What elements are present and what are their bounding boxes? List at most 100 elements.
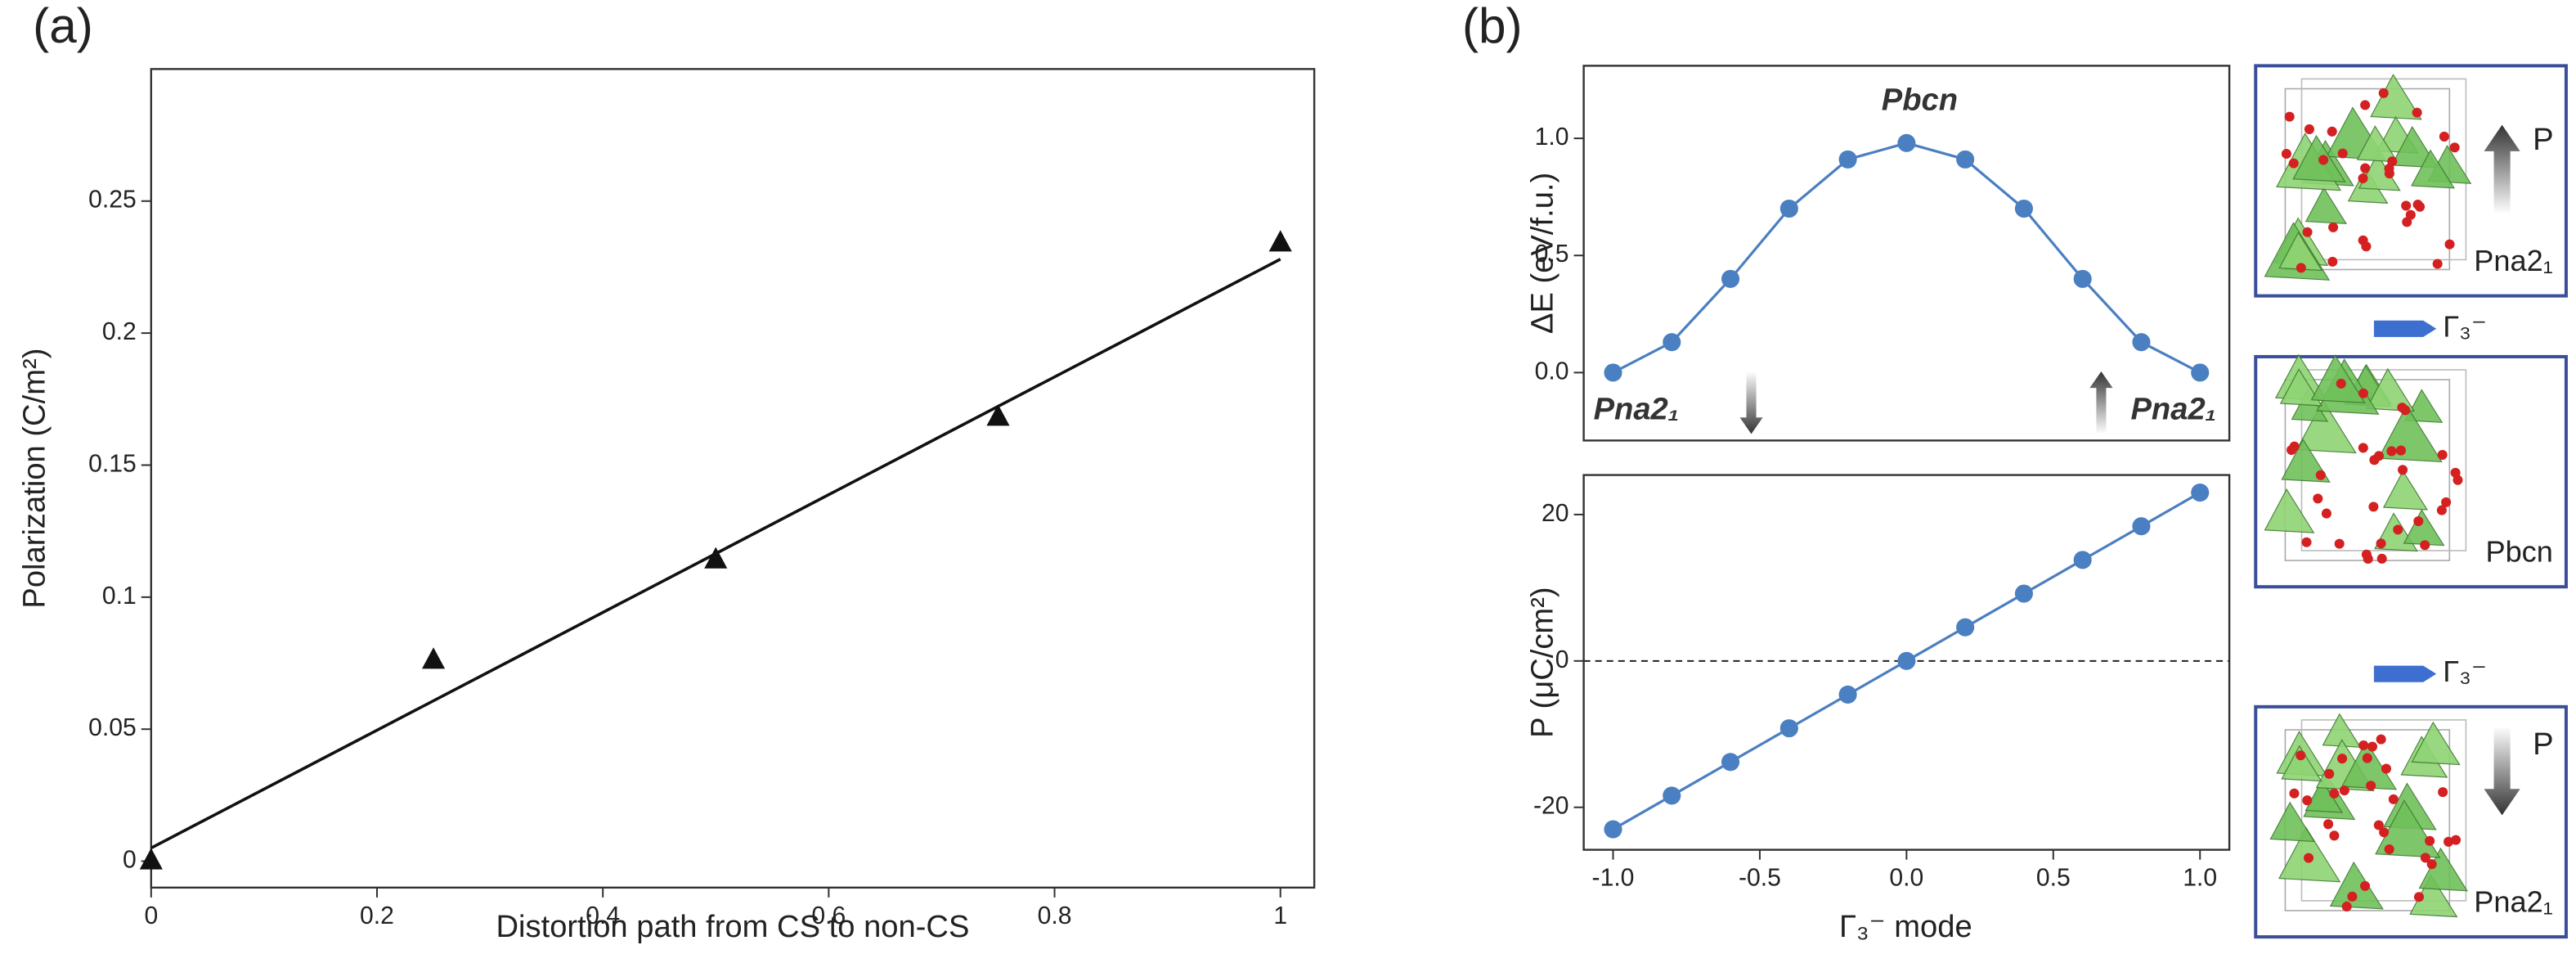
atom (2281, 148, 2291, 160)
atom (2296, 750, 2306, 761)
polyhedron (2281, 745, 2322, 782)
atom (2287, 445, 2297, 456)
transition-label: Γ₃⁻ (2443, 655, 2487, 688)
atom (2388, 794, 2399, 804)
point (1663, 333, 1681, 352)
arrow (1739, 371, 1763, 434)
atom (2284, 111, 2295, 122)
y-tick-label: 0.15 (88, 450, 137, 477)
atom (2339, 785, 2349, 796)
series-line (1612, 142, 2201, 374)
atom (2328, 222, 2339, 232)
atom (2413, 892, 2425, 902)
atom (2386, 446, 2397, 457)
atom (2347, 891, 2358, 902)
y-tick-label: 0.1 (102, 583, 137, 610)
x-tick-label: 0.2 (360, 902, 394, 929)
atom (2336, 378, 2346, 389)
polyhedron (2304, 187, 2348, 225)
atom (2318, 155, 2329, 165)
point (1721, 269, 1740, 288)
atom (2412, 199, 2423, 210)
point (2132, 517, 2151, 536)
atom (2337, 754, 2348, 764)
transition-arrow (2373, 665, 2437, 682)
atom (2323, 819, 2334, 830)
polyhedron (2296, 399, 2357, 454)
annotation: Pbcn (1882, 83, 1958, 118)
atom (2315, 470, 2326, 480)
x-tick-label: -1.0 (1592, 865, 1635, 892)
point (1956, 150, 1975, 169)
point (2191, 363, 2210, 382)
atom (2405, 209, 2416, 220)
atom (2324, 768, 2335, 779)
point (1838, 685, 1857, 704)
atom (2436, 505, 2447, 515)
atom (2378, 88, 2389, 98)
point (1663, 786, 1681, 805)
x-tick-label: 0.8 (1038, 902, 1072, 929)
triangle-marker (421, 647, 446, 669)
atom (2437, 449, 2448, 460)
point (1721, 753, 1740, 772)
atom (2441, 497, 2452, 507)
transition-arrow (2373, 320, 2437, 337)
atom (2401, 200, 2412, 211)
point (1838, 150, 1857, 169)
point (1956, 618, 1975, 637)
atom (2381, 763, 2391, 774)
polyhedron (2375, 799, 2441, 858)
atom (2367, 741, 2378, 752)
atom (2426, 859, 2437, 870)
atom (2302, 795, 2313, 806)
atom (2296, 263, 2306, 273)
y-tick-label: 0.25 (88, 187, 137, 214)
atom (2376, 538, 2386, 549)
point (1779, 719, 1798, 738)
polyhedron (2269, 801, 2316, 843)
panel-label: (b) (1462, 0, 1523, 53)
atom (2420, 540, 2430, 551)
fit-line (150, 258, 1281, 850)
atom (2412, 107, 2422, 118)
y-tick-label: 0.2 (102, 318, 137, 345)
y-tick-label: 20 (1542, 500, 1569, 527)
polyhedron (2410, 149, 2456, 189)
atom (2358, 173, 2368, 184)
triangle-marker (1268, 230, 1292, 252)
x-tick-label: -0.5 (1739, 865, 1781, 892)
cell-edge (2300, 719, 2467, 902)
x-axis-label: Γ₃⁻ mode (1839, 909, 1972, 944)
atom (2384, 844, 2394, 855)
polyhedron (2366, 367, 2416, 412)
arrow-label: P (2533, 122, 2553, 157)
point (2073, 269, 2092, 288)
atom (2439, 131, 2449, 142)
atom (2313, 493, 2323, 504)
atom (2301, 537, 2312, 547)
polyhedron (2382, 470, 2429, 511)
point (2073, 551, 2092, 569)
atom (2438, 787, 2448, 798)
atom (2444, 239, 2455, 250)
structure-label: Pbcn (2485, 535, 2552, 569)
atom (2360, 163, 2371, 173)
atom (2400, 405, 2411, 416)
polyhedron (2279, 368, 2323, 407)
atom (2376, 734, 2386, 745)
atom (2420, 853, 2430, 863)
atom (2376, 553, 2387, 564)
arrow (2089, 371, 2113, 434)
y-tick-label: 0.05 (88, 714, 137, 741)
atom (2450, 467, 2461, 478)
plot-frame (1582, 65, 2231, 442)
atom (2358, 388, 2368, 398)
polyhedron (2411, 721, 2461, 766)
structure-label: Pna2₁ (2474, 244, 2553, 277)
atom (2334, 538, 2345, 549)
atom (2304, 124, 2314, 134)
arrow-label: P (2533, 727, 2553, 762)
